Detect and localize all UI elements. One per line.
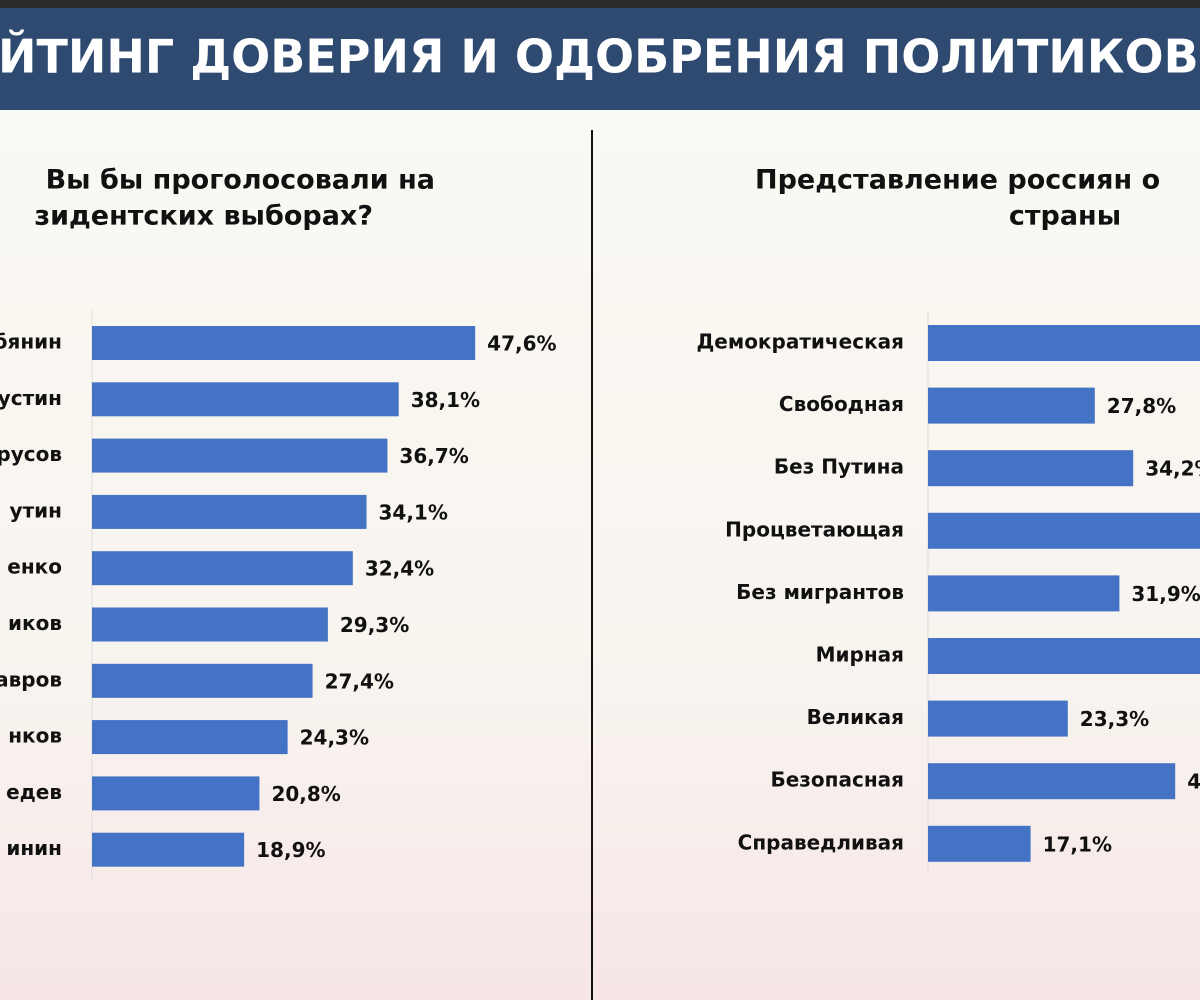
bar: [928, 575, 1120, 612]
value-label: 38,1%: [411, 388, 480, 412]
value-label: 31,9%: [1131, 582, 1200, 606]
category-label: утин: [10, 498, 62, 522]
category-label: едев: [6, 780, 62, 804]
value-label: 18,9%: [256, 838, 325, 862]
header-band: [0, 8, 1200, 110]
chart-title: страны: [1009, 201, 1121, 232]
value-label: 34,1%: [379, 500, 448, 524]
category-label: инин: [6, 836, 62, 860]
bar: [928, 700, 1068, 737]
bar: [92, 382, 399, 417]
value-label: 32,4%: [365, 557, 434, 581]
category-label: Безопасная: [771, 768, 905, 792]
bar: [92, 551, 353, 586]
top-strip: [0, 0, 1200, 8]
category-label: Демократическая: [696, 330, 904, 354]
category-label: Процветающая: [725, 517, 904, 541]
bar: [928, 825, 1031, 862]
value-label: 47,6%: [487, 332, 556, 356]
bar: [928, 450, 1134, 487]
value-label: 27,4%: [325, 669, 394, 693]
category-label: нков: [8, 724, 62, 748]
value-label: 24,3%: [300, 726, 369, 750]
bar: [92, 494, 367, 529]
value-label: 34,2%: [1145, 457, 1200, 481]
category-label: авров: [0, 667, 62, 691]
category-label: Свободная: [779, 392, 904, 416]
bar: [92, 607, 328, 642]
value-label: 41,2%: [1187, 770, 1200, 794]
bar: [92, 776, 260, 811]
value-label: 36,7%: [399, 444, 468, 468]
bar: [92, 438, 388, 473]
bar: [92, 720, 288, 755]
bar: [92, 326, 476, 360]
bar: [92, 663, 313, 698]
chart-title: Представление россиян о: [755, 165, 1160, 196]
category-label: иков: [8, 611, 62, 635]
category-label: Справедливая: [738, 830, 904, 854]
category-label: енко: [7, 555, 62, 579]
category-label: Мирная: [816, 643, 904, 667]
bar: [92, 832, 245, 867]
category-label: бянин: [0, 330, 62, 354]
bar: [928, 387, 1095, 424]
category-label: Без мигрантов: [736, 580, 904, 604]
value-label: 23,3%: [1080, 707, 1149, 731]
chart-title: зидентских выборах?: [34, 201, 373, 232]
bar: [928, 763, 1176, 800]
bar: [928, 512, 1200, 549]
category-label: Без Путина: [774, 455, 904, 479]
bar: [928, 325, 1200, 361]
bar: [928, 638, 1200, 674]
value-label: 20,8%: [271, 782, 340, 806]
value-label: 27,8%: [1107, 394, 1176, 418]
value-label: 17,1%: [1043, 832, 1112, 856]
category-label: Великая: [807, 705, 904, 729]
header-title: ЙТИНГ ДОВЕРИЯ И ОДОБРЕНИЯ ПОЛИТИКОВ Р: [0, 30, 1200, 84]
chart-title: Вы бы проголосовали на: [46, 165, 435, 196]
category-label: русов: [0, 442, 62, 466]
category-label: устин: [0, 386, 62, 410]
value-label: 29,3%: [340, 613, 409, 637]
